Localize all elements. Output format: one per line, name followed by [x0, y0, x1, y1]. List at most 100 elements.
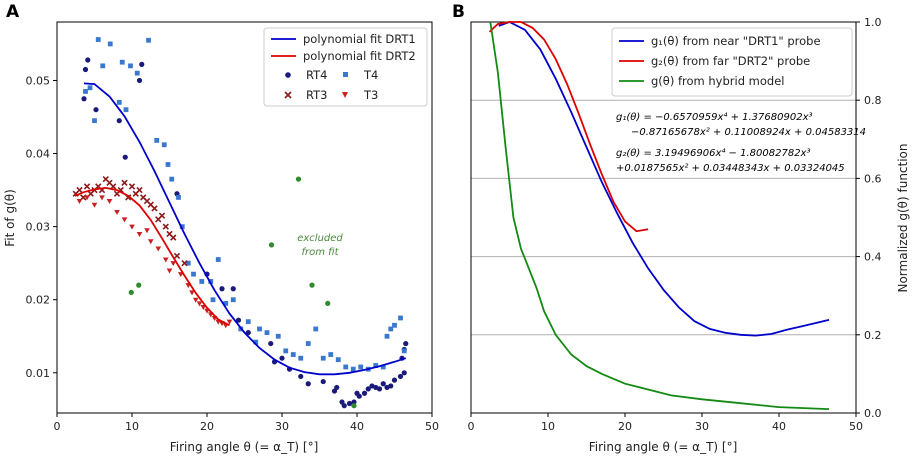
point-t3: [189, 290, 195, 296]
point-t4: [123, 107, 129, 113]
b-xtick-label: 10: [541, 420, 555, 433]
fit-line-1: [83, 82, 407, 376]
point-t3: [155, 246, 162, 252]
point-t4: [328, 352, 334, 357]
point-t4: [283, 348, 289, 354]
point-t3: [200, 305, 207, 311]
point-excluded: [268, 242, 275, 248]
point-rt4: [391, 377, 398, 383]
b-ytick-label: 1.0: [864, 16, 882, 29]
point-t4: [253, 339, 259, 345]
point-rt4: [376, 386, 383, 392]
legend-fit1-label: polynomial fit DRT1: [303, 32, 416, 46]
point-t4: [210, 297, 216, 303]
point-t4: [313, 326, 319, 332]
legend-rt4-label: RT4: [306, 68, 328, 82]
point-t3: [129, 224, 135, 230]
point-t4: [298, 355, 304, 361]
legend-fit2-label: polynomial fit DRT2: [303, 49, 416, 63]
panel-b-ylabel: Normalized g(θ) function: [896, 143, 910, 292]
point-t4: [230, 297, 236, 303]
point-t4: [107, 41, 113, 47]
point-excluded: [325, 300, 331, 306]
legend-rt3-marker: [284, 91, 292, 99]
panel-a-points: [72, 37, 409, 409]
point-t3: [121, 217, 128, 223]
point-rt4: [85, 57, 91, 63]
a-xtick-label: 20: [200, 420, 214, 433]
point-t4: [398, 315, 403, 321]
equation-g1-line2: −0.87165678x² + 0.11008924x + 0.04583314: [631, 127, 866, 138]
b-series-line-2: [488, 21, 649, 233]
point-t4: [257, 326, 262, 332]
panel-b-label: B: [452, 2, 465, 22]
point-t4: [154, 137, 160, 143]
a-ytick-label: 0.01: [26, 367, 51, 380]
equation-g2-line2: +0.0187565x² + 0.03448343x + 0.03324045: [616, 163, 845, 174]
excluded-note-line1: excluded: [297, 233, 343, 244]
point-rt3: [170, 234, 177, 241]
panel-a-label: A: [6, 2, 20, 22]
point-t4: [185, 260, 191, 266]
panel-a-chart: 0 10 20 30 40 50 0.01 0.02 0.03 0.04 0.05 exclude…: [3, 21, 439, 454]
legend-g-label: g(θ) from hybrid model: [651, 74, 784, 88]
point-rt3: [173, 252, 181, 260]
point-t3: [166, 268, 173, 274]
point-rt4: [334, 384, 340, 391]
point-t4: [92, 118, 97, 124]
legend-g2-label: g₂(θ) from far "DRT2" probe: [651, 54, 810, 68]
b-ytick-label: 0.6: [864, 172, 882, 185]
point-t4: [179, 224, 185, 230]
panel-b-gridlines: [471, 99, 856, 336]
b-ytick-label: 0.4: [864, 251, 882, 264]
point-rt4: [305, 381, 311, 387]
point-rt3: [158, 212, 166, 219]
point-rt3: [136, 186, 143, 194]
point-rt4: [380, 381, 386, 387]
b-ytick-label: 0.8: [864, 94, 882, 107]
point-rt4: [219, 286, 225, 292]
point-rt4: [81, 96, 87, 102]
point-t4: [264, 330, 270, 336]
point-rt4: [298, 373, 304, 380]
b-xtick-label: 50: [849, 420, 863, 433]
point-excluded: [351, 403, 357, 409]
point-rt4: [341, 403, 347, 409]
b-ytick-label: 0.0: [864, 407, 882, 420]
point-t4: [176, 195, 181, 200]
point-rt4: [397, 373, 404, 380]
point-t4: [401, 348, 407, 354]
point-rt4: [351, 399, 357, 405]
b-xtick-label: 30: [695, 420, 709, 433]
point-rt3: [76, 186, 83, 194]
panel-a-xticks: 0 10 20 30 40 50: [54, 413, 439, 433]
b-xtick-label: 40: [772, 420, 786, 433]
point-t4: [388, 326, 394, 332]
equation-g1-line1: g₁(θ) = −0.6570959x⁴ + 1.37680902x³: [616, 111, 813, 123]
point-rt4: [136, 77, 143, 84]
legend-g1-label: g₁(θ) from near "DRT1" probe: [651, 34, 821, 48]
point-rt4: [356, 393, 362, 399]
legend-t4-marker: [343, 72, 348, 77]
panel-a-legend: polynomial fit DRT1 polynomial fit DRT2 …: [263, 27, 428, 107]
legend-t4-label: T4: [363, 68, 378, 82]
point-t4: [83, 89, 88, 94]
a-xtick-label: 10: [125, 420, 139, 433]
point-t4: [119, 59, 125, 65]
point-rt4: [403, 340, 409, 347]
excluded-note-line2: from fit: [301, 247, 339, 258]
panel-a-legend-box: [263, 27, 428, 107]
point-excluded: [128, 289, 134, 296]
point-t4: [199, 279, 205, 284]
panel-a-yticks: 0.01 0.02 0.03 0.04 0.05: [26, 74, 57, 380]
point-t3: [136, 231, 143, 237]
point-t4: [208, 279, 214, 284]
b-series-line-3: [489, 21, 830, 410]
point-rt4: [116, 118, 122, 124]
point-rt4: [361, 390, 368, 396]
point-t4: [165, 162, 171, 167]
point-t4: [245, 319, 251, 325]
point-t4: [305, 341, 311, 346]
point-t3: [76, 199, 83, 205]
